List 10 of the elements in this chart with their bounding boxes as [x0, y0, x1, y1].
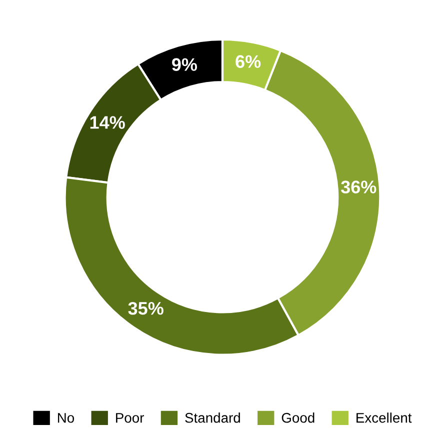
legend-label: No [58, 413, 74, 423]
data-label: 35% [128, 302, 164, 315]
data-label: 9% [172, 58, 198, 71]
legend-label: Excellent [356, 412, 412, 423]
legend-label: Poor [116, 413, 144, 423]
legend-label: Good [282, 412, 314, 423]
data-label: 6% [236, 55, 261, 68]
data-label: 36% [340, 180, 376, 194]
legend-label: Standard [185, 412, 240, 423]
data-label: 14% [90, 116, 125, 129]
